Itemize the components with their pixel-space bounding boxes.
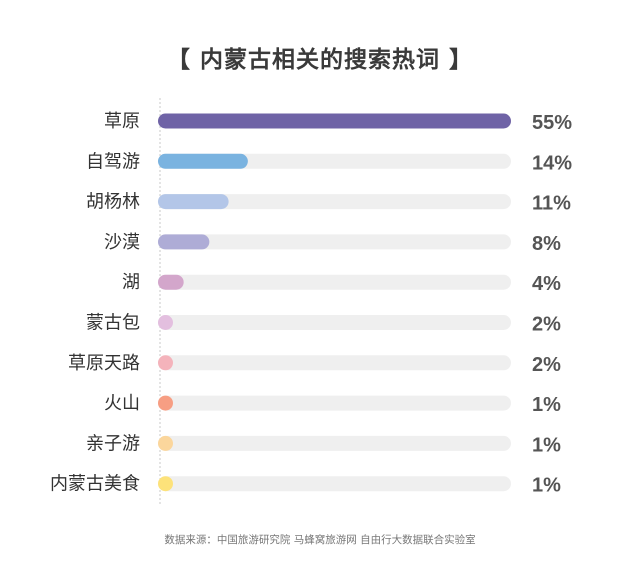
bar bbox=[158, 395, 173, 411]
bar bbox=[158, 476, 173, 492]
value-label: 11% bbox=[532, 193, 571, 215]
value-label: 14% bbox=[532, 152, 572, 174]
category-label: 沙漠 bbox=[104, 232, 140, 253]
value-label: 2% bbox=[532, 354, 561, 376]
category-label: 草原 bbox=[104, 111, 140, 132]
bar bbox=[158, 315, 173, 330]
category-label: 自驾游 bbox=[86, 151, 140, 172]
category-label: 湖 bbox=[122, 272, 140, 293]
category-label: 胡杨林 bbox=[86, 192, 140, 213]
value-label: 1% bbox=[532, 394, 561, 416]
bar bbox=[158, 113, 511, 129]
category-label: 火山 bbox=[104, 393, 140, 414]
value-label: 55% bbox=[532, 112, 572, 134]
value-label: 1% bbox=[532, 434, 561, 456]
bar bbox=[158, 153, 248, 169]
value-label: 4% bbox=[532, 273, 561, 295]
bar-track bbox=[158, 194, 511, 210]
bar bbox=[158, 194, 229, 210]
bar bbox=[158, 355, 173, 371]
bar-track bbox=[158, 355, 511, 371]
category-label: 草原天路 bbox=[68, 353, 140, 374]
category-label: 内蒙古美食 bbox=[50, 474, 140, 495]
bar-track bbox=[158, 435, 511, 451]
value-label: 1% bbox=[532, 475, 561, 497]
bar-track bbox=[158, 395, 511, 411]
bar-track bbox=[158, 315, 511, 330]
bar-track bbox=[158, 234, 511, 250]
bar bbox=[158, 435, 173, 451]
value-label: 8% bbox=[532, 233, 561, 255]
source-note: 数据来源：中国旅游研究院 马蜂窝旅游网 自由行大数据联合实验室 bbox=[164, 534, 476, 546]
bar-track bbox=[158, 274, 511, 290]
category-label: 亲子游 bbox=[86, 433, 140, 454]
category-label: 蒙古包 bbox=[86, 313, 140, 334]
chart-title: 【 内蒙古相关的搜索热词 】 bbox=[166, 47, 473, 73]
bar bbox=[158, 234, 210, 250]
value-label: 2% bbox=[532, 314, 561, 336]
bar bbox=[158, 274, 184, 290]
bar-track bbox=[158, 476, 511, 492]
